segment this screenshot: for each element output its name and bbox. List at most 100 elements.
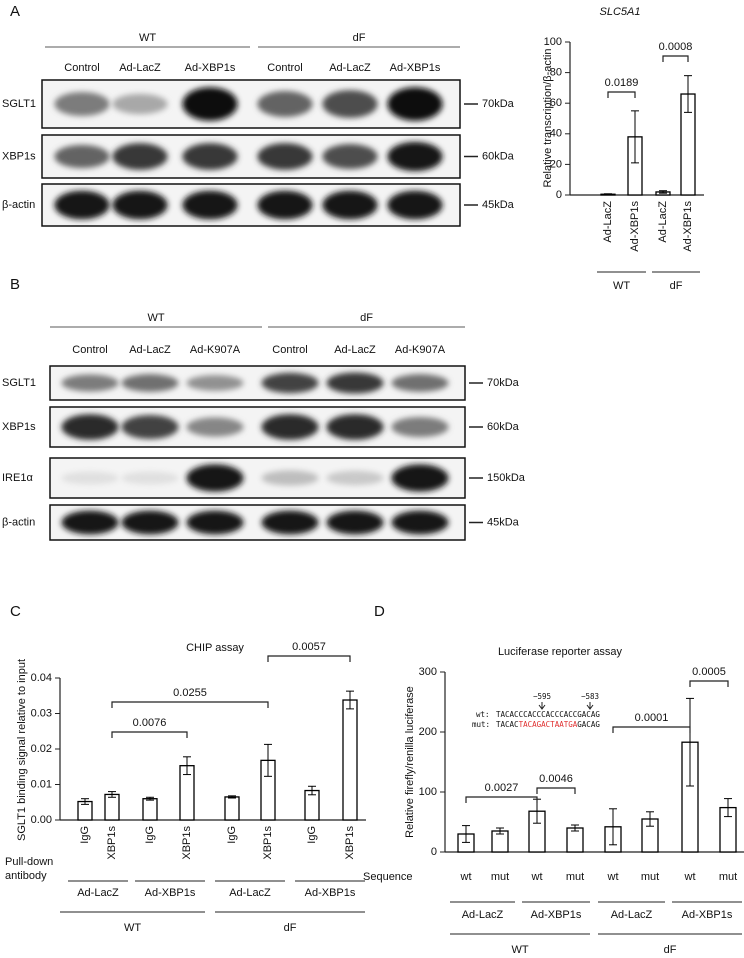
band bbox=[112, 93, 168, 115]
y-tick-label: 0.04 bbox=[31, 672, 52, 684]
x-tick-label: wt bbox=[684, 871, 696, 883]
blot-frame bbox=[49, 406, 466, 448]
y-tick-label: 80 bbox=[550, 67, 562, 79]
lane-label: Ad-LacZ bbox=[329, 62, 371, 74]
band bbox=[112, 143, 168, 170]
error-bar bbox=[183, 756, 191, 776]
band bbox=[391, 374, 449, 392]
sequence: TACACCCACCCACCCACCGACAG bbox=[496, 710, 600, 719]
marker-label: 150kDa bbox=[487, 472, 526, 484]
sequence-part: TACAC bbox=[496, 720, 519, 729]
y-tick-label: 0.01 bbox=[31, 778, 52, 790]
p-value: 0.0189 bbox=[605, 77, 639, 89]
x-tick-label: XBP1s bbox=[262, 826, 274, 860]
band bbox=[186, 375, 244, 391]
error-bar bbox=[496, 827, 504, 835]
row-label: Pull-down bbox=[5, 856, 53, 868]
marker-label: 60kDa bbox=[482, 150, 515, 162]
arrow bbox=[538, 702, 546, 710]
band bbox=[391, 417, 449, 437]
x-tick-label: XBP1s bbox=[106, 826, 118, 860]
error-bar bbox=[308, 785, 316, 796]
row-label: IRE1α bbox=[2, 472, 33, 484]
error-bar bbox=[462, 825, 470, 843]
band bbox=[257, 190, 313, 220]
subgroup-label: Ad-XBP1s bbox=[682, 909, 733, 921]
y-axis-label: Relative transcription/β-actin bbox=[542, 49, 554, 188]
row-label: β-actin bbox=[2, 199, 35, 211]
error-bar bbox=[631, 110, 639, 164]
error-bar bbox=[81, 798, 89, 805]
x-tick-label: Ad-XBP1s bbox=[629, 201, 641, 252]
band bbox=[387, 141, 443, 172]
band bbox=[61, 414, 119, 440]
y-tick-label: 0 bbox=[431, 846, 437, 858]
group-label: dF bbox=[353, 32, 366, 44]
sequence-part: GACAG bbox=[577, 720, 600, 729]
bracket bbox=[689, 680, 729, 687]
band bbox=[54, 144, 110, 169]
bar bbox=[224, 796, 240, 821]
error-bar bbox=[724, 798, 732, 818]
band bbox=[54, 92, 110, 116]
y-tick-label: 100 bbox=[419, 786, 437, 798]
chart-title: SLC5A1 bbox=[600, 6, 641, 18]
subgroup-label: Ad-XBP1s bbox=[531, 909, 582, 921]
y-tick-label: 40 bbox=[550, 128, 562, 140]
bracket bbox=[465, 796, 538, 803]
lane-label: Ad-LacZ bbox=[129, 344, 171, 356]
chart-title: Luciferase reporter assay bbox=[498, 646, 623, 658]
band bbox=[186, 417, 244, 437]
x-tick-label: mut bbox=[566, 871, 584, 883]
subgroup-label: Ad-LacZ bbox=[77, 887, 119, 899]
lane-label: Control bbox=[72, 344, 107, 356]
bar bbox=[142, 798, 158, 821]
p-value: 0.0046 bbox=[539, 773, 573, 785]
group-label: WT bbox=[511, 944, 528, 956]
x-tick-label: wt bbox=[531, 871, 543, 883]
row-label: XBP1s bbox=[2, 421, 36, 433]
group-label: WT bbox=[124, 922, 141, 934]
error-bar bbox=[659, 190, 667, 194]
bar bbox=[566, 827, 584, 853]
band bbox=[61, 510, 119, 535]
bracket bbox=[612, 726, 691, 733]
band bbox=[391, 464, 449, 492]
y-axis-label: Relative firefly/renilla luciferase bbox=[404, 686, 416, 838]
error-bar bbox=[264, 743, 272, 777]
lane-label: Ad-LacZ bbox=[119, 62, 161, 74]
lane-label: Control bbox=[267, 62, 302, 74]
sequence-part: TACAGACTAATGA bbox=[519, 720, 578, 729]
band bbox=[326, 414, 384, 440]
y-tick-label: 60 bbox=[550, 97, 562, 109]
band bbox=[121, 471, 179, 485]
lane-label: Ad-K907A bbox=[190, 344, 241, 356]
error-bar bbox=[346, 690, 354, 710]
error-bar bbox=[108, 791, 116, 798]
band bbox=[257, 91, 313, 117]
band bbox=[61, 374, 119, 392]
band bbox=[322, 190, 378, 220]
band bbox=[112, 190, 168, 220]
band bbox=[182, 190, 238, 220]
p-value: 0.0076 bbox=[133, 717, 167, 729]
row-label: SGLT1 bbox=[2, 377, 36, 389]
error-bar bbox=[646, 811, 654, 827]
bracket bbox=[267, 655, 351, 662]
band bbox=[54, 190, 110, 220]
x-tick-label: Ad-LacZ bbox=[657, 201, 669, 243]
lane-label: Control bbox=[272, 344, 307, 356]
p-value: 0.0057 bbox=[292, 641, 326, 653]
subgroup-label: Ad-LacZ bbox=[229, 887, 271, 899]
marker-label: 70kDa bbox=[487, 377, 520, 389]
sequence: TACACTACAGACTAATGAGACAG bbox=[496, 720, 600, 729]
x-tick-label: IgG bbox=[306, 826, 318, 844]
error-bar bbox=[604, 193, 612, 196]
row-label: antibody bbox=[5, 870, 47, 882]
position-label: −583 bbox=[581, 692, 599, 701]
p-value: 0.0001 bbox=[635, 712, 669, 724]
seq-label: mut: bbox=[472, 720, 490, 729]
subgroup-label: Ad-LacZ bbox=[611, 909, 653, 921]
bracket bbox=[662, 55, 689, 62]
panel-label: D bbox=[374, 603, 385, 620]
